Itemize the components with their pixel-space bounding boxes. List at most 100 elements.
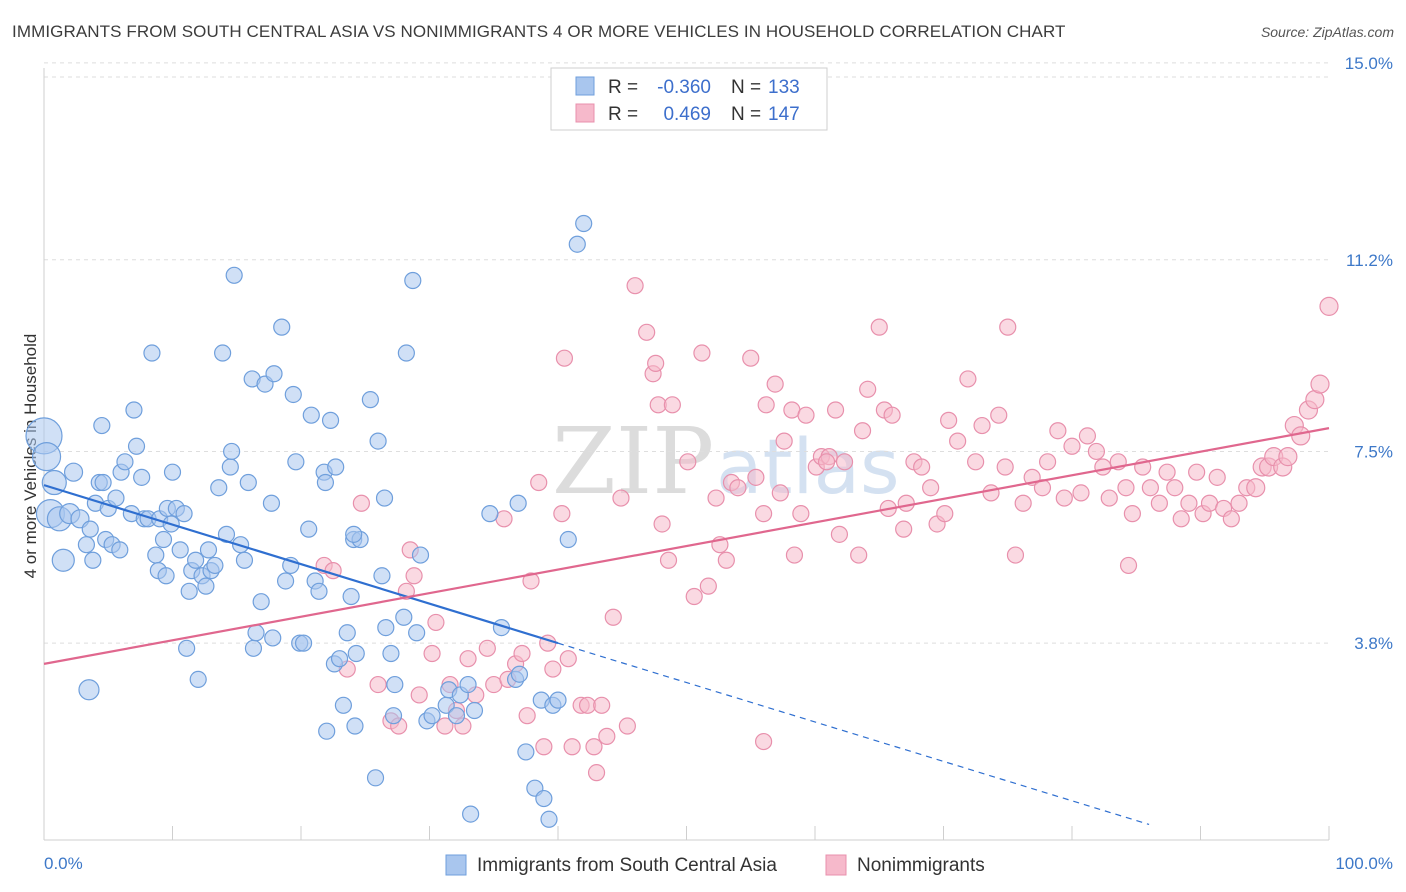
nonimmigrants-point xyxy=(612,489,630,507)
immigrants-point xyxy=(239,473,257,492)
immigrants-point xyxy=(187,551,205,569)
immigrants-point xyxy=(77,536,96,554)
nonimmigrants-point xyxy=(410,686,428,704)
nonimmigrants-point xyxy=(553,505,571,523)
immigrants-point xyxy=(31,442,62,472)
nonimmigrants-point xyxy=(1072,484,1090,502)
chart-title: IMMIGRANTS FROM SOUTH CENTRAL ASIA VS NO… xyxy=(12,22,1066,41)
immigrants-point xyxy=(63,462,84,482)
nonimmigrants-point xyxy=(1014,494,1032,512)
y-tick-label: 11.2% xyxy=(1346,251,1393,270)
nonimmigrants-point xyxy=(1063,437,1081,455)
immigrants-point xyxy=(373,567,391,585)
immigrants-point xyxy=(338,624,356,642)
immigrants-point xyxy=(294,634,313,652)
y-tick-label: 3.8% xyxy=(1354,634,1393,653)
immigrants-point xyxy=(382,644,400,663)
nonimmigrants-point xyxy=(679,453,697,471)
immigrants-point xyxy=(178,639,196,657)
nonimmigrants-point xyxy=(1319,296,1339,316)
immigrants-point xyxy=(94,473,112,492)
immigrants-point xyxy=(127,437,146,455)
immigrants-point xyxy=(465,701,484,720)
nonimmigrants-point xyxy=(1141,479,1159,497)
nonimmigrants-point xyxy=(913,458,931,476)
nonimmigrants-point xyxy=(1094,458,1112,476)
immigrants-point xyxy=(310,582,328,600)
immigrants-point xyxy=(235,551,254,569)
nonimmigrants-point xyxy=(797,406,815,424)
nonimmigrants-point xyxy=(1222,510,1240,528)
nonimmigrants-point xyxy=(693,344,711,362)
nonimmigrants-point xyxy=(729,479,747,497)
nonimmigrants-point xyxy=(959,370,977,388)
nonimmigrants-point xyxy=(973,416,991,435)
nonimmigrants-point xyxy=(785,546,804,564)
immigrants-point xyxy=(397,344,415,362)
nonimmigrants-point xyxy=(563,738,581,756)
nonimmigrants-point xyxy=(1180,494,1198,512)
immigrants-trend-line xyxy=(43,484,559,645)
nonimmigrants-point xyxy=(618,717,636,735)
immigrants-point xyxy=(481,505,499,523)
immigrants-point xyxy=(41,469,67,496)
trend-lines xyxy=(43,427,1330,826)
nonimmigrants-point xyxy=(771,484,789,502)
nonimmigrants-point xyxy=(653,515,671,533)
immigrants-point xyxy=(411,546,430,564)
immigrants-point xyxy=(175,505,193,523)
nonimmigrants-point xyxy=(352,494,370,512)
immigrants-point xyxy=(262,494,281,512)
nonimmigrants-point xyxy=(1119,556,1138,575)
nonimmigrants-point xyxy=(897,494,915,512)
nonimmigrants-point xyxy=(1208,468,1226,486)
immigrants-point xyxy=(180,582,198,600)
nonimmigrants-point xyxy=(598,727,616,745)
nonimmigrants-point xyxy=(1117,479,1135,497)
immigrants-point xyxy=(221,458,239,476)
immigrants-point xyxy=(327,458,345,476)
nonimmigrants-point xyxy=(559,650,577,668)
nonimmigrants-point xyxy=(747,468,765,486)
nonimmigrants-point xyxy=(1166,479,1184,497)
legend-swatch-immigrants xyxy=(575,76,595,96)
legend-r-value-2: 0.469 xyxy=(663,104,711,125)
bottom-legend: Immigrants from South Central Asia Nonim… xyxy=(445,854,985,876)
nonimmigrants-point xyxy=(647,354,665,372)
immigrants-point xyxy=(252,593,270,611)
nonimmigrants-point xyxy=(436,717,454,735)
nonimmigrants-point xyxy=(1006,546,1025,564)
immigrants-point xyxy=(276,572,295,590)
y-tick-labels: 3.8% 7.5% 11.2% 15.0% xyxy=(1345,54,1393,653)
immigrants-point xyxy=(78,679,100,701)
immigrants-point xyxy=(197,577,215,595)
nonimmigrants-point xyxy=(707,489,725,507)
nonimmigrants-point xyxy=(1078,427,1097,445)
legend-n-value-1: 133 xyxy=(768,77,800,98)
nonimmigrants-point xyxy=(593,696,611,714)
immigrants-point xyxy=(244,639,263,657)
nonimmigrants-point xyxy=(826,401,845,419)
immigrants-point xyxy=(210,479,228,497)
nonimmigrants-point xyxy=(638,323,656,341)
nonimmigrants-point xyxy=(405,567,423,585)
nonimmigrants-point xyxy=(936,505,954,523)
immigrants-point xyxy=(509,494,527,512)
nonimmigrants-point xyxy=(1049,422,1067,440)
bottom-legend-label-immigrants: Immigrants from South Central Asia xyxy=(477,855,777,876)
nonimmigrants-point xyxy=(817,453,836,471)
nonimmigrants-point xyxy=(459,650,477,668)
nonimmigrants-point xyxy=(369,675,387,694)
immigrants-point xyxy=(386,675,404,694)
nonimmigrants-point xyxy=(949,432,967,450)
nonimmigrants-point xyxy=(999,318,1017,336)
nonimmigrants-point xyxy=(1246,478,1266,498)
legend-n-label-2: N = xyxy=(731,104,761,125)
immigrants-point xyxy=(287,453,305,471)
nonimmigrants-point xyxy=(1230,494,1248,512)
nonimmigrants-point xyxy=(522,572,540,590)
source-label: Source: ZipAtlas.com xyxy=(1260,24,1394,40)
nonimmigrants-point xyxy=(830,525,849,543)
bottom-legend-swatch-nonimmigrants xyxy=(825,854,847,876)
